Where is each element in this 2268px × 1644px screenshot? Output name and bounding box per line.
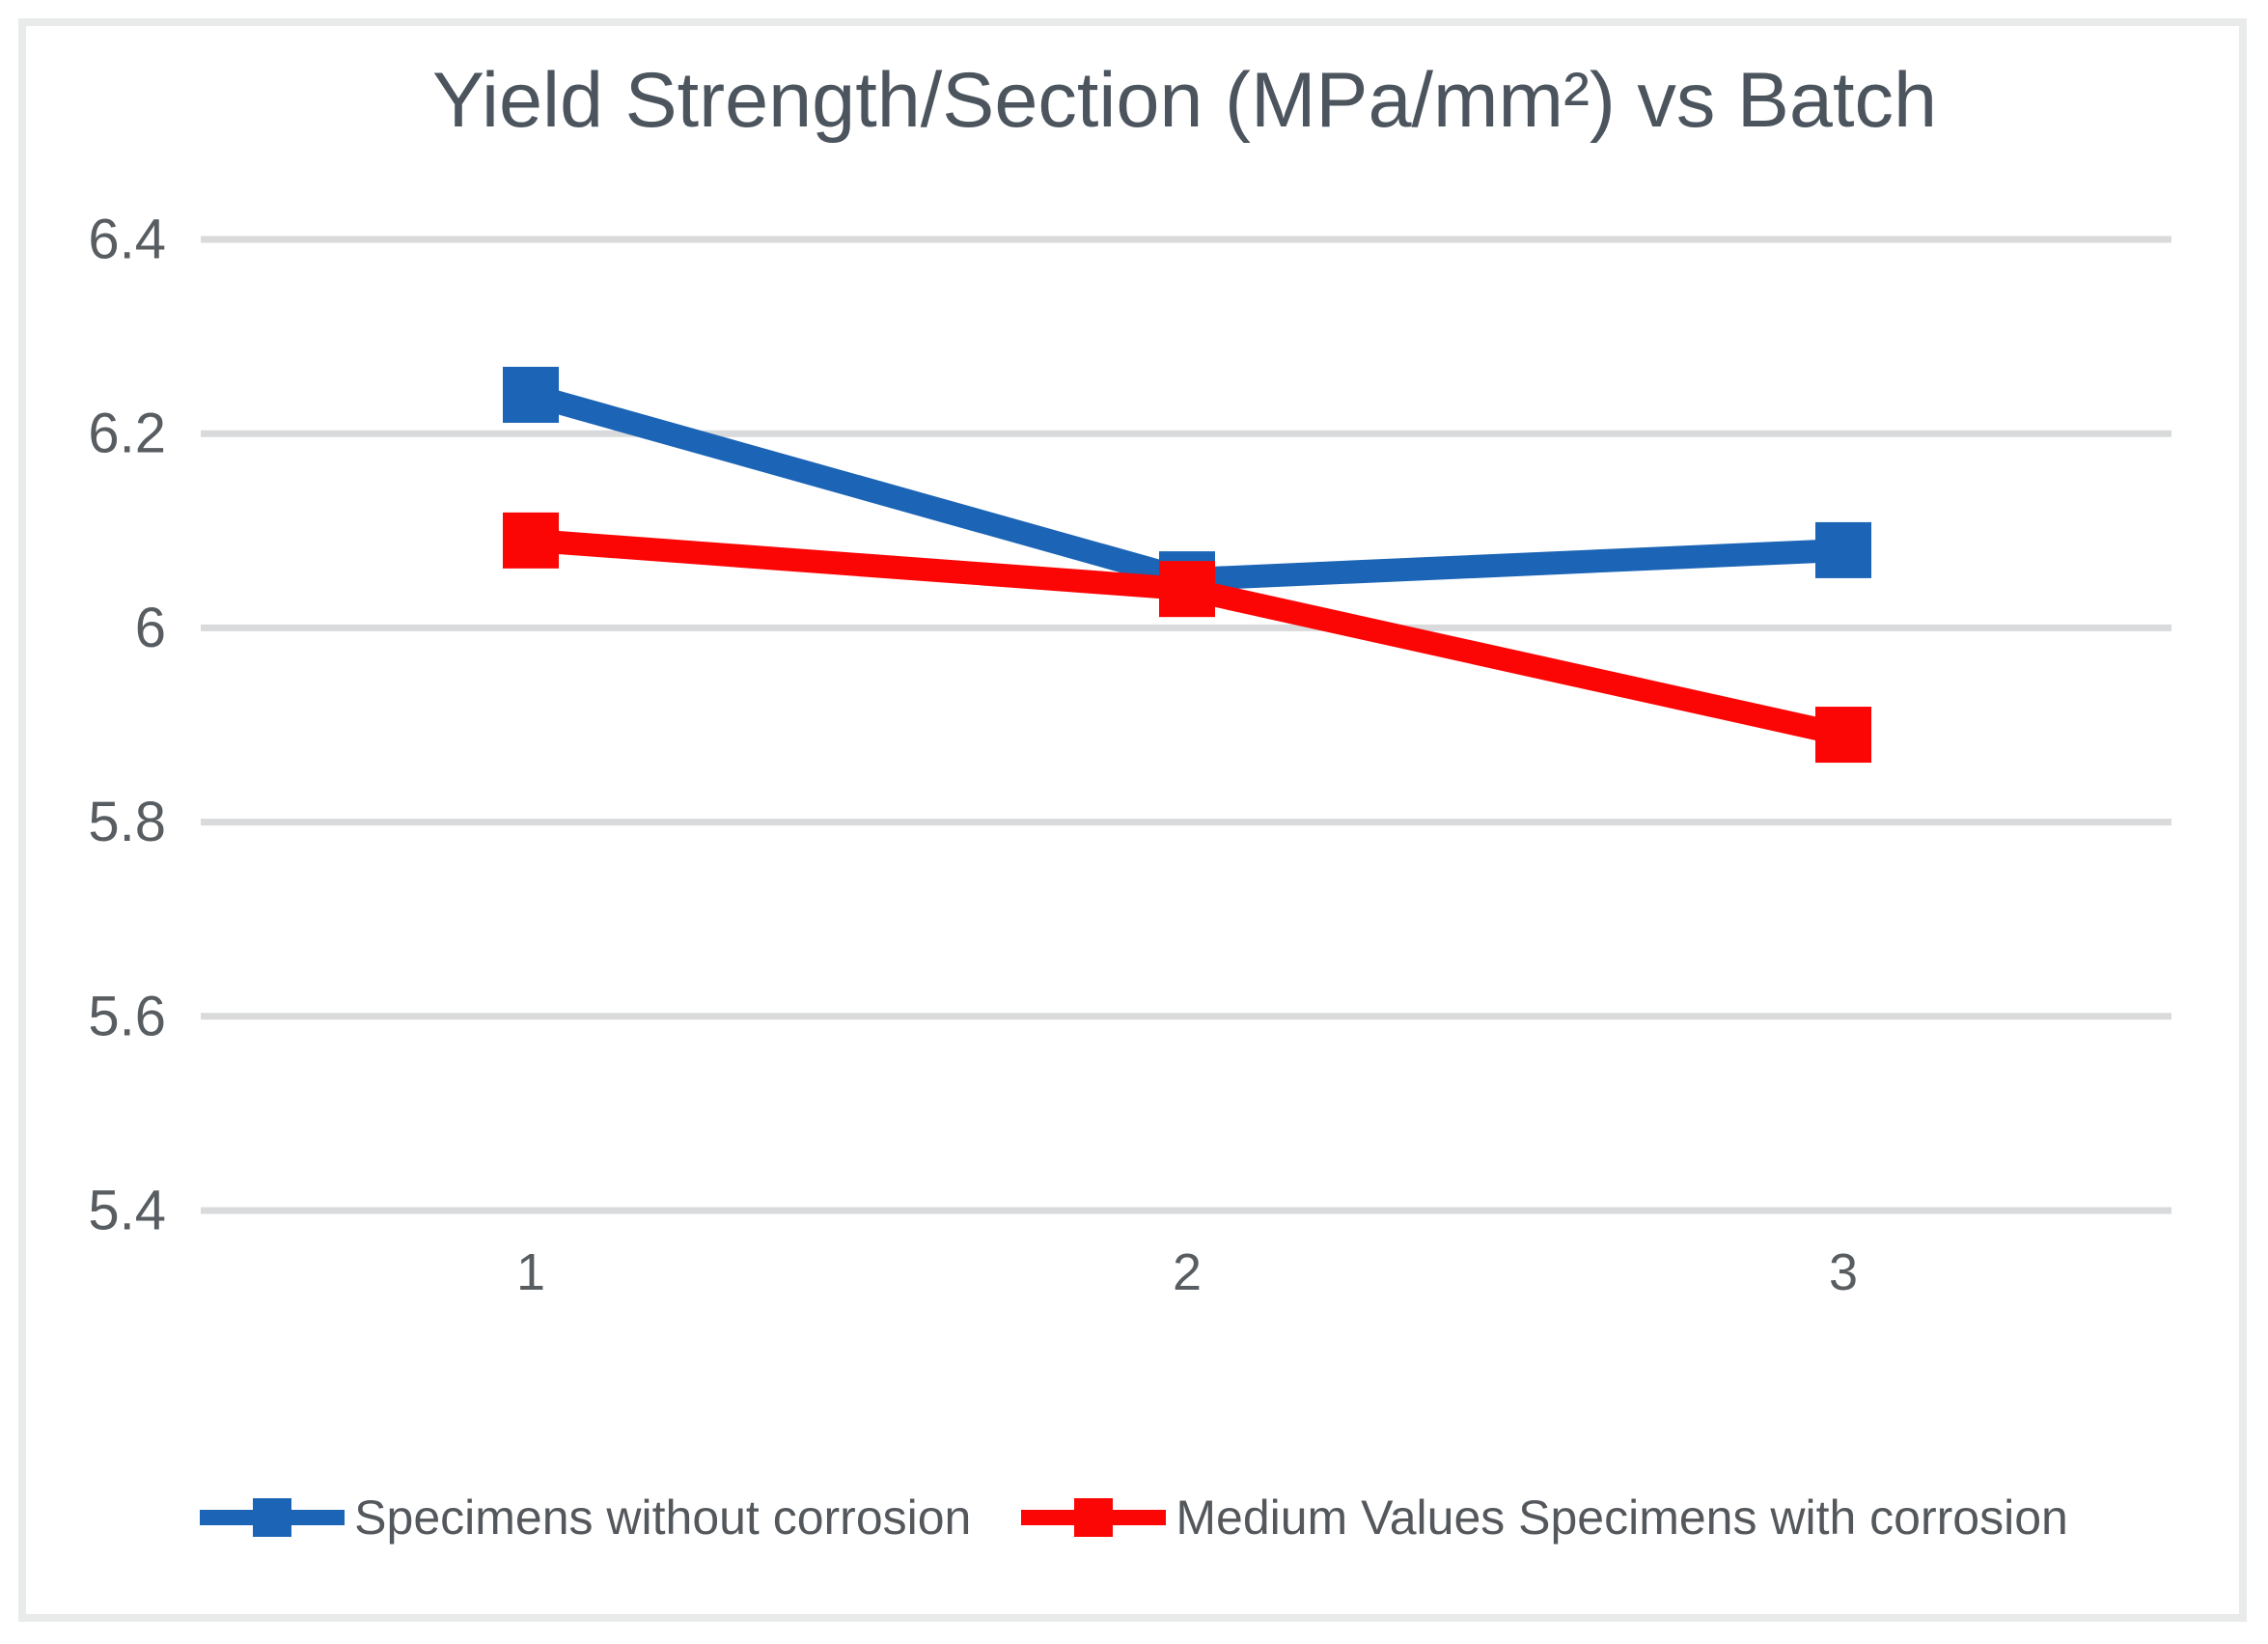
x-axis-tick-labels: 1 2 3 <box>516 1243 1858 1301</box>
legend-item: Specimens without corrosion <box>200 1490 971 1546</box>
y-tick-label: 6.4 <box>88 209 166 271</box>
legend-item: Medium Values Specimens with corrosion <box>1021 1490 2068 1546</box>
legend-line-marker-icon <box>1021 1498 1167 1537</box>
y-tick-label: 5.6 <box>88 985 166 1047</box>
legend-label: Medium Values Specimens with corrosion <box>1175 1491 2068 1545</box>
x-tick-label: 2 <box>1173 1243 1202 1301</box>
legend-line-marker-icon <box>200 1498 346 1537</box>
x-tick-label: 1 <box>516 1243 545 1301</box>
data-point-marker <box>1159 561 1215 618</box>
chart-title: Yield Strength/Section (MPa/mm²) vs Batc… <box>431 57 1938 144</box>
y-tick-label: 6 <box>135 597 166 659</box>
data-point-marker <box>1815 707 1871 764</box>
gridlines <box>201 236 2171 1214</box>
data-point-marker <box>1815 521 1871 578</box>
y-tick-label: 6.2 <box>88 403 166 465</box>
y-tick-label: 5.8 <box>88 791 166 853</box>
series-medium-values-specimens-with-corrosion <box>503 512 1871 764</box>
y-axis-tick-labels: 5.4 5.6 5.8 6 6.2 6.4 <box>88 209 166 1242</box>
legend-label: Specimens without corrosion <box>354 1491 972 1545</box>
x-tick-label: 3 <box>1829 1243 1858 1301</box>
y-tick-label: 5.4 <box>88 1180 166 1242</box>
data-point-marker <box>503 366 559 423</box>
legend: Specimens without corrosion Medium Values… <box>0 1490 2268 1546</box>
data-point-marker <box>503 512 559 569</box>
